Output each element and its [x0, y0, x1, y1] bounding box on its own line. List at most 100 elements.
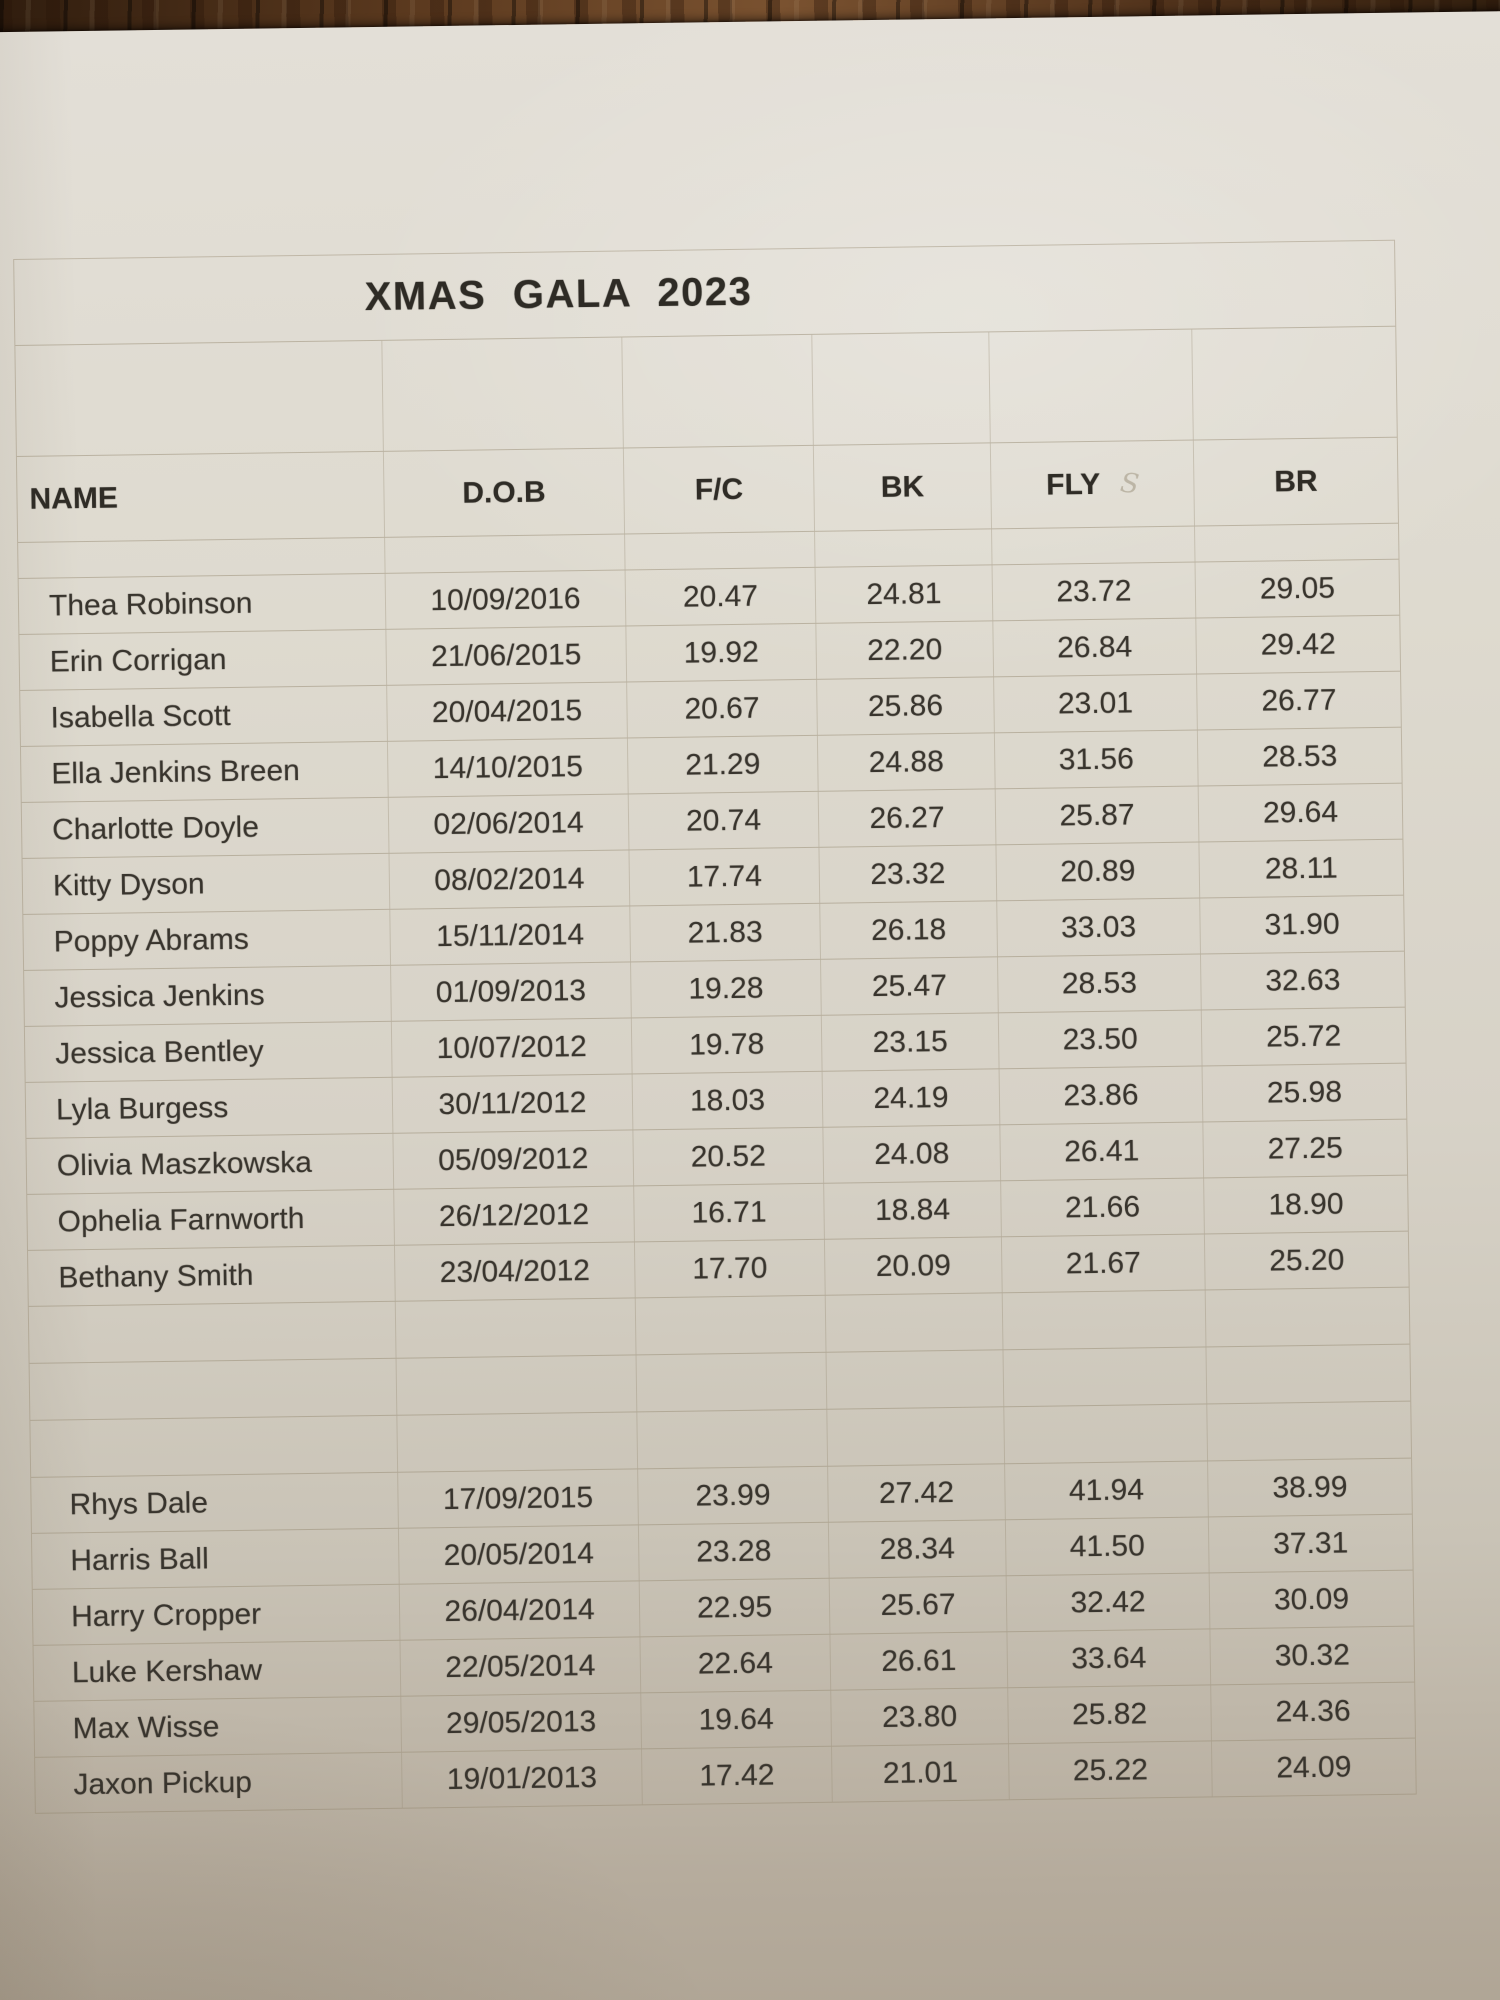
empty-cell: [396, 1355, 638, 1415]
value-cell: 28.53: [998, 954, 1202, 1013]
value-cell: 30.32: [1274, 1637, 1351, 1673]
value-cell: 14/10/2015: [387, 738, 629, 797]
value-cell: 18.03: [632, 1071, 824, 1130]
empty-cell: [15, 340, 384, 456]
value-cell: 17.74: [629, 847, 821, 906]
swimmer-name-cell: Charlotte Doyle: [21, 797, 390, 858]
value-cell: 25.20: [1268, 1243, 1345, 1278]
value-cell: 23.50: [998, 1010, 1203, 1069]
value-cell: 20.09: [824, 1237, 1003, 1295]
spreadsheet-table: XMAS GALA 2023 NAME D.O.B F/C BK FLY S B…: [13, 239, 1417, 1814]
spacer-band: [15, 326, 1397, 457]
swimmer-name-cell: Harry Cropper: [32, 1584, 401, 1645]
handwritten-mark: S: [1118, 467, 1141, 501]
value-cell: 25.82: [1008, 1685, 1212, 1744]
swimmer-name-cell: Kitty Dyson: [22, 853, 391, 914]
empty-cell: [635, 1295, 827, 1355]
empty-cell: [18, 537, 386, 578]
swimmer-name-cell: Jaxon Pickup: [35, 1752, 403, 1813]
value-cell: 30/11/2012: [392, 1074, 634, 1133]
empty-cell: [1206, 1288, 1410, 1347]
value-cell: 24.88: [817, 733, 996, 791]
value-cell: 16.71: [634, 1183, 825, 1242]
empty-cell: [812, 332, 991, 445]
header-name: NAME: [16, 451, 386, 542]
swimmer-name-cell: Ella Jenkins Breen: [20, 741, 389, 802]
value-cell: 23.32: [819, 845, 998, 903]
empty-cell: [636, 1352, 828, 1412]
value-cell: 19.64: [641, 1690, 833, 1749]
swimmer-name-cell: Isabella Scott: [20, 685, 388, 746]
value-cell: 41.50: [1005, 1517, 1210, 1576]
value-cell: 24.09: [1276, 1749, 1352, 1785]
value-cell: 38.99: [1272, 1469, 1348, 1505]
empty-cell: [395, 1298, 637, 1358]
empty-cell: [1206, 1345, 1410, 1404]
value-cell: 21.29: [627, 735, 819, 794]
value-cell: 26.18: [820, 901, 998, 959]
header-bk: BK: [813, 443, 993, 531]
value-cell: 21.67: [1001, 1234, 1206, 1293]
empty-cell: [385, 534, 626, 573]
empty-cell: [826, 1350, 1005, 1409]
value-cell: 19.28: [631, 959, 822, 1018]
value-cell: 20.89: [996, 842, 1201, 901]
value-cell: 21.01: [832, 1744, 1010, 1802]
empty-cell: [622, 334, 814, 448]
header-fly-label: FLY: [1045, 467, 1101, 502]
swimmer-name-cell: Ophelia Farnworth: [27, 1189, 395, 1250]
value-cell: 22.20: [816, 621, 995, 679]
empty-cell: [1002, 1290, 1207, 1350]
value-cell: 22.64: [640, 1634, 832, 1693]
value-cell: 17.42: [642, 1746, 833, 1805]
value-cell: 27.42: [828, 1464, 1006, 1522]
empty-cell: [625, 531, 816, 570]
value-cell: 15/11/2014: [390, 906, 632, 965]
girls-section: Thea Robinson 10/09/2016 20.47 24.81 23.72 29…: [18, 559, 1409, 1307]
value-cell: 31.90: [1264, 907, 1340, 942]
value-cell: 28.53: [1261, 739, 1338, 774]
swimmer-name-cell: Lyla Burgess: [25, 1077, 394, 1138]
value-cell: 23.15: [821, 1013, 1000, 1071]
swimmer-name-cell: Max Wisse: [34, 1696, 403, 1757]
empty-cell: [397, 1412, 639, 1472]
value-cell: 23.72: [992, 562, 1197, 621]
value-cell: 29.42: [1260, 627, 1336, 662]
swimmer-name-cell: Erin Corrigan: [19, 629, 388, 690]
empty-cell: [1195, 524, 1398, 562]
value-cell: 20.74: [628, 791, 820, 850]
boys-section: Rhys Dale 17/09/2015 23.99 27.42 41.94 38.99 H…: [31, 1458, 1416, 1814]
swimmer-name-cell: Luke Kershaw: [33, 1640, 402, 1701]
value-cell: 20.67: [627, 679, 818, 738]
value-cell: 01/09/2013: [391, 962, 632, 1021]
value-cell: 23.99: [638, 1466, 829, 1525]
value-cell: 17.70: [634, 1239, 826, 1298]
value-cell: 26.84: [993, 618, 1198, 677]
swimmer-name-cell: Olivia Maszkowska: [26, 1133, 395, 1194]
value-cell: 29.64: [1262, 795, 1339, 830]
empty-cell: [1192, 327, 1397, 440]
value-cell: 20.52: [633, 1127, 825, 1186]
value-cell: 21.66: [1001, 1178, 1205, 1237]
value-cell: 27.25: [1267, 1131, 1343, 1166]
empty-cell: [28, 1301, 397, 1363]
value-cell: 32.63: [1265, 963, 1341, 998]
value-cell: 10/07/2012: [391, 1018, 633, 1077]
empty-cell: [382, 337, 624, 451]
value-cell: 33.03: [997, 898, 1201, 957]
value-cell: 37.31: [1272, 1525, 1349, 1561]
value-cell: 26.41: [1000, 1122, 1205, 1181]
value-cell: 31.56: [994, 730, 1199, 789]
value-cell: 19/01/2013: [402, 1749, 643, 1808]
value-cell: 19.78: [631, 1015, 823, 1074]
swimmer-name-cell: Rhys Dale: [31, 1472, 399, 1533]
value-cell: 29.05: [1259, 571, 1336, 606]
value-cell: 18.90: [1268, 1187, 1344, 1222]
value-cell: 26.27: [818, 789, 997, 847]
section-gap: [28, 1287, 1412, 1478]
value-cell: 32.42: [1006, 1573, 1211, 1632]
header-fc: F/C: [623, 445, 816, 534]
value-cell: 21.83: [630, 903, 822, 962]
empty-cell: [1004, 1404, 1209, 1464]
empty-cell: [1003, 1347, 1208, 1407]
